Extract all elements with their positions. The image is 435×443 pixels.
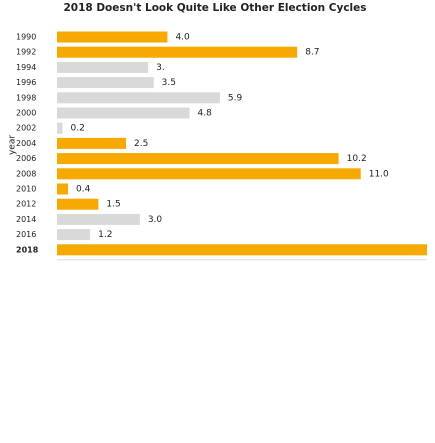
value-label: 2.5 xyxy=(134,139,148,149)
value-label: 3. xyxy=(156,63,165,73)
bar xyxy=(57,46,298,58)
value-label: 0.4 xyxy=(76,185,91,195)
bar xyxy=(57,61,149,73)
y-tick-label: 1992 xyxy=(16,48,36,57)
bar xyxy=(57,31,168,43)
value-label: 5.9 xyxy=(228,93,243,103)
bar xyxy=(57,153,339,165)
bar xyxy=(57,168,361,180)
value-label: 11.0 xyxy=(369,169,389,179)
y-tick-label: 1996 xyxy=(16,78,36,87)
value-label: 4.8 xyxy=(198,109,213,119)
value-label: 1.2 xyxy=(98,230,112,240)
bar xyxy=(57,213,140,225)
y-tick-label: 2008 xyxy=(16,169,36,178)
value-label: 8.7 xyxy=(305,48,319,58)
y-tick-label: 2004 xyxy=(16,139,36,148)
y-tick-label: 2012 xyxy=(16,200,36,209)
value-label: 3.5 xyxy=(162,78,176,88)
bar xyxy=(57,198,99,210)
bar xyxy=(57,229,91,241)
bar xyxy=(57,92,220,104)
y-tick-label: 2018 xyxy=(16,245,39,254)
bar xyxy=(57,122,63,134)
bar xyxy=(57,137,127,149)
y-tick-label: 2002 xyxy=(16,124,36,133)
value-label: 10.2 xyxy=(347,154,367,164)
bar xyxy=(57,183,69,195)
y-tick-label: 1998 xyxy=(16,93,36,102)
value-label: 4.0 xyxy=(175,33,190,43)
y-tick-label: 2016 xyxy=(16,230,36,239)
bar xyxy=(57,107,190,119)
y-axis-label: year xyxy=(8,135,18,155)
y-tick-label: 2000 xyxy=(16,109,36,118)
value-label: 0.2 xyxy=(71,124,85,134)
y-tick-label: 1994 xyxy=(16,63,36,72)
y-tick-label: 2014 xyxy=(16,215,36,224)
chart-title: 2018 Doesn't Look Quite Like Other Elect… xyxy=(63,2,366,14)
bar xyxy=(57,77,154,89)
bar xyxy=(57,244,427,256)
value-label: 3.0 xyxy=(148,215,163,225)
y-tick-label: 1990 xyxy=(16,33,36,42)
y-tick-label: 2006 xyxy=(16,154,36,163)
y-tick-label: 2010 xyxy=(16,185,36,194)
value-label: 1.5 xyxy=(106,200,120,210)
